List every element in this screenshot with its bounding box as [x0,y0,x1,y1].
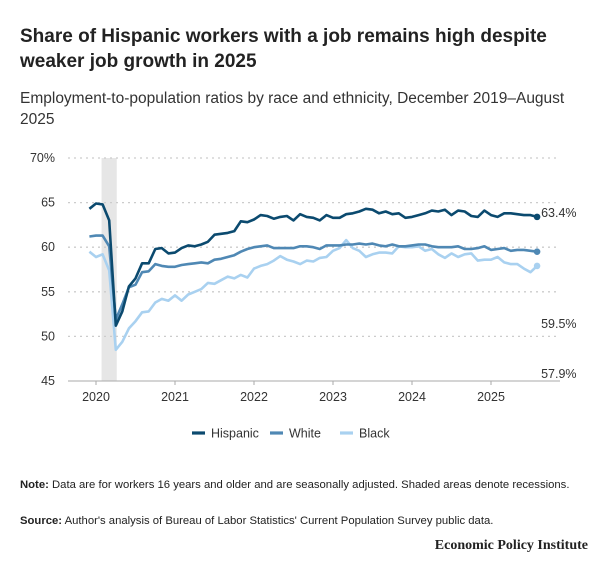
y-tick-label: 60 [41,240,55,254]
series-line-black [88,238,538,352]
y-tick-label: 45 [41,374,55,388]
series-end-point-black [533,262,541,270]
x-tick-label: 2023 [319,390,347,404]
source-text: Author's analysis of Bureau of Labor Sta… [62,515,494,527]
brand-logo: Economic Policy Institute [434,538,588,553]
y-tick-label: 65 [41,196,55,210]
series-line-white [89,234,538,321]
chart-note: Note: Data are for workers 16 years and … [20,478,585,493]
x-tick-label: 2022 [240,390,268,404]
legend-label: White [289,427,321,441]
note-label: Note: [20,479,49,491]
series-line-hispanic [88,202,538,328]
x-tick-label: 2021 [161,390,189,404]
x-tick-label: 2020 [82,390,110,404]
chart-source: Source: Author's analysis of Bureau of L… [20,514,595,529]
x-tick-label: 2024 [398,390,426,404]
series-end-point-hispanic [533,213,541,221]
chart-subtitle: Employment-to-population ratios by race … [20,90,565,128]
legend-label: Hispanic [211,427,259,441]
chart-title: Share of Hispanic workers with a job rem… [20,26,547,72]
source-label: Source: [20,515,63,527]
legend-label: Black [359,427,390,441]
y-tick-label: 50 [41,329,55,343]
note-text: Data are for workers 16 years and older … [48,479,570,491]
series-end-label: 57.9% [541,367,576,381]
y-tick-label: 55 [41,285,55,299]
y-tick-label: 70% [30,151,55,165]
series-end-point-white [533,248,541,255]
x-tick-label: 2025 [477,390,505,404]
series-end-label: 63.4% [541,206,576,220]
series-end-label: 59.5% [541,317,576,331]
